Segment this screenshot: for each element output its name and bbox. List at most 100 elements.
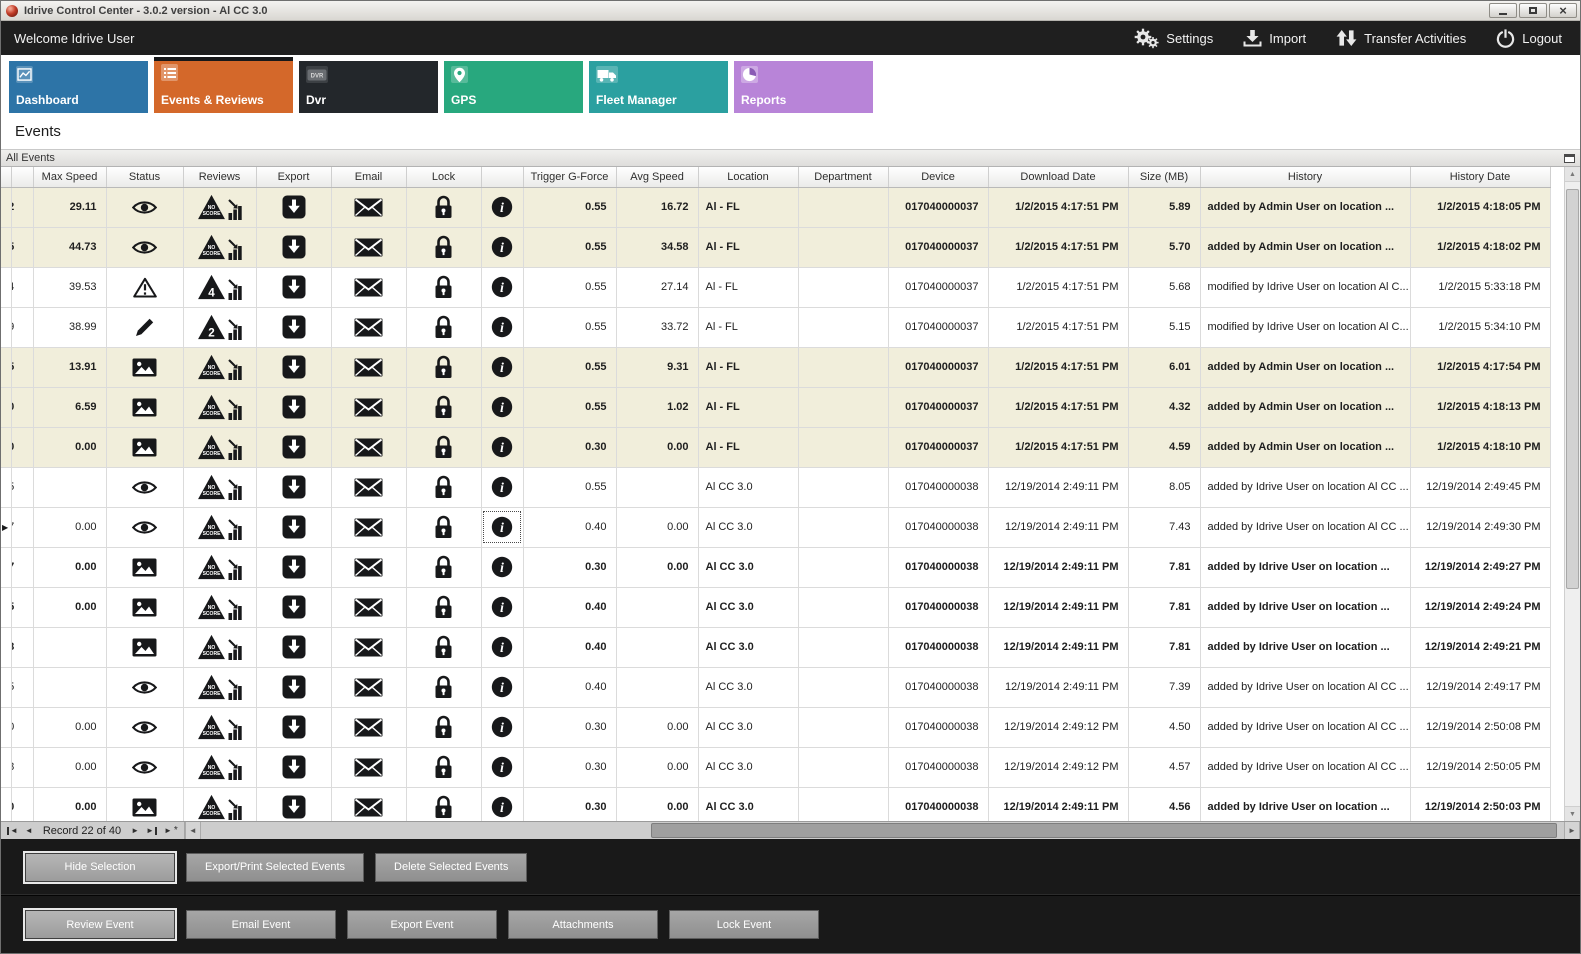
info-icon[interactable]: i [484, 712, 520, 742]
email-icon[interactable] [354, 678, 383, 697]
next-record-button[interactable]: ► [131, 826, 140, 835]
column-header-download_date[interactable]: Download Date [988, 167, 1129, 188]
info-icon[interactable]: i [484, 312, 520, 342]
info-icon[interactable]: i [484, 752, 520, 782]
pencil-icon[interactable] [135, 317, 155, 337]
column-header-lock[interactable]: Lock [406, 167, 482, 188]
email-icon[interactable] [354, 398, 383, 417]
previous-record-button[interactable]: ◄ [24, 826, 33, 835]
column-header-department[interactable]: Department [798, 167, 889, 188]
lock-icon[interactable] [433, 315, 454, 339]
column-header-size[interactable]: Size (MB) [1128, 167, 1201, 188]
export-icon[interactable] [282, 395, 306, 419]
email-icon[interactable] [354, 558, 383, 577]
email-icon[interactable] [354, 478, 383, 497]
tab-events-reviews[interactable]: Events & Reviews [154, 57, 293, 113]
close-button[interactable]: × [1549, 3, 1577, 18]
export-icon[interactable] [282, 635, 306, 659]
eye-icon[interactable] [132, 759, 157, 776]
export-icon[interactable] [282, 275, 306, 299]
export-icon[interactable] [282, 795, 306, 819]
review-score-icon[interactable]: NO SCORE [197, 234, 243, 260]
export-icon[interactable] [282, 715, 306, 739]
review-score-icon[interactable]: NO SCORE [197, 434, 243, 460]
lock-icon[interactable] [433, 795, 454, 819]
export-icon[interactable] [282, 675, 306, 699]
image-icon[interactable] [132, 558, 157, 577]
export-icon[interactable] [282, 355, 306, 379]
tab-fleet-manager[interactable]: Fleet Manager [589, 61, 728, 113]
column-header-status[interactable]: Status [106, 167, 184, 188]
eye-icon[interactable] [132, 679, 157, 696]
lock-icon[interactable] [433, 355, 454, 379]
review-score-icon[interactable]: NO SCORE [197, 474, 243, 500]
warning-icon[interactable] [132, 277, 157, 298]
review-score-icon[interactable]: 4 [197, 274, 243, 300]
export-icon[interactable] [282, 475, 306, 499]
horizontal-scrollbar-track[interactable] [200, 822, 1564, 839]
info-icon[interactable]: i [484, 792, 520, 821]
import-button[interactable]: Import [1243, 29, 1306, 47]
scroll-up-icon[interactable]: ▲ [1565, 167, 1580, 182]
review-score-icon[interactable]: 2 [197, 314, 243, 340]
info-icon[interactable]: i [484, 192, 520, 222]
column-header-email[interactable]: Email [331, 167, 407, 188]
email-icon[interactable] [354, 358, 383, 377]
new-record-button[interactable]: ► * [163, 824, 178, 836]
info-icon[interactable]: i [484, 592, 520, 622]
maximize-button[interactable] [1519, 3, 1547, 18]
lock-icon[interactable] [433, 515, 454, 539]
column-header-history[interactable]: History [1200, 167, 1411, 188]
eye-icon[interactable] [132, 199, 157, 216]
tab-dvr[interactable]: DVR Dvr [299, 61, 438, 113]
lock-icon[interactable] [433, 195, 454, 219]
first-record-button[interactable]: ◄ [7, 826, 18, 835]
column-header-avg_speed[interactable]: Avg Speed [616, 167, 699, 188]
hide-selection-button[interactable]: Hide Selection [25, 852, 175, 882]
delete-selected-events-button[interactable]: Delete Selected Events [375, 852, 528, 882]
horizontal-scrollbar-thumb[interactable] [650, 823, 1558, 838]
review-score-icon[interactable]: NO SCORE [197, 554, 243, 580]
info-icon[interactable]: i [484, 272, 520, 302]
review-score-icon[interactable]: NO SCORE [197, 194, 243, 220]
lock-icon[interactable] [433, 635, 454, 659]
email-icon[interactable] [354, 518, 383, 537]
review-score-icon[interactable]: NO SCORE [197, 514, 243, 540]
column-header-reviews[interactable]: Reviews [183, 167, 257, 188]
info-icon[interactable]: i [484, 632, 520, 662]
email-icon[interactable] [354, 718, 383, 737]
review-score-icon[interactable]: NO SCORE [197, 674, 243, 700]
image-icon[interactable] [132, 358, 157, 377]
email-icon[interactable] [354, 318, 383, 337]
email-icon[interactable] [354, 278, 383, 297]
eye-icon[interactable] [132, 719, 157, 736]
export-icon[interactable] [282, 235, 306, 259]
email-icon[interactable] [354, 438, 383, 457]
lock-icon[interactable] [433, 755, 454, 779]
lock-icon[interactable] [433, 595, 454, 619]
image-icon[interactable] [132, 798, 157, 817]
review-score-icon[interactable]: NO SCORE [197, 594, 243, 620]
settings-button[interactable]: Settings [1134, 28, 1213, 49]
info-icon[interactable]: i [484, 352, 520, 382]
image-icon[interactable] [132, 598, 157, 617]
eye-icon[interactable] [132, 519, 157, 536]
email-icon[interactable] [354, 198, 383, 217]
column-header-max_speed[interactable]: Max Speed [33, 167, 107, 188]
export-icon[interactable] [282, 315, 306, 339]
export-event-button[interactable]: Export Event [347, 910, 497, 939]
logout-button[interactable]: Logout [1496, 28, 1562, 48]
transfer-activities-button[interactable]: Transfer Activities [1336, 29, 1466, 47]
review-score-icon[interactable]: NO SCORE [197, 794, 243, 820]
review-score-icon[interactable]: NO SCORE [197, 714, 243, 740]
lock-icon[interactable] [433, 435, 454, 459]
review-score-icon[interactable]: NO SCORE [197, 394, 243, 420]
